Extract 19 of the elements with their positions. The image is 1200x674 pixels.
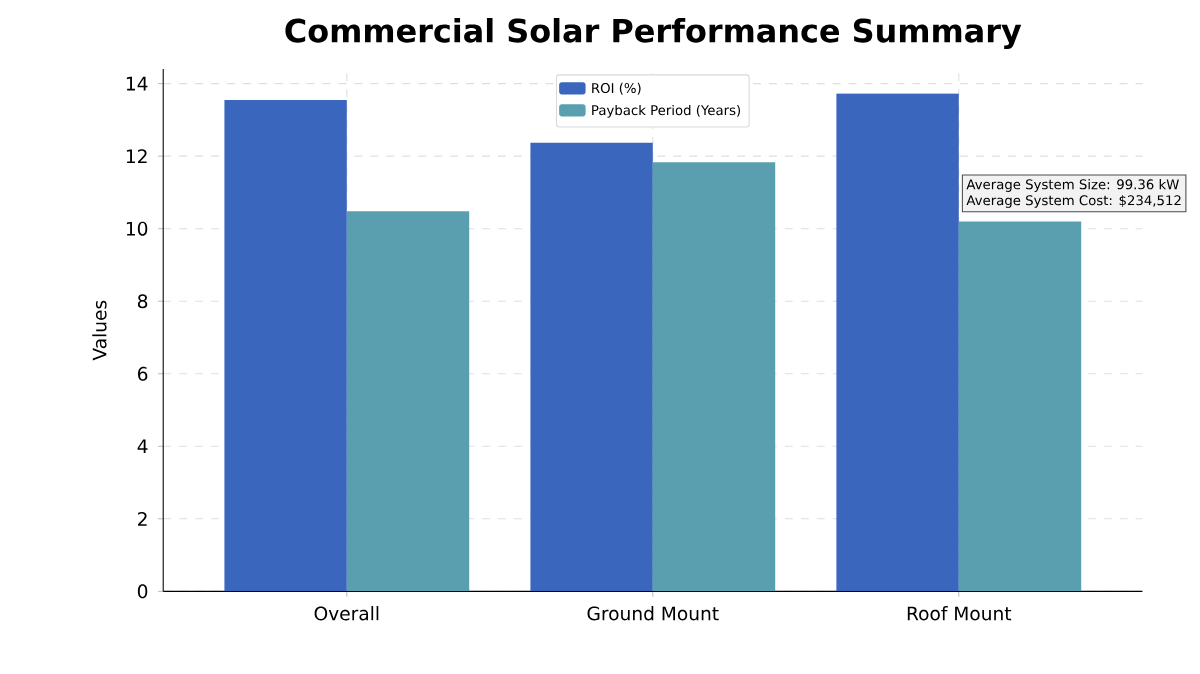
x-tick-label: Overall [314,606,379,621]
chart-title: Commercial Solar Performance Summary [285,18,1022,50]
y-tick-label: 6 [137,366,148,381]
y-tick-label: 4 [137,439,148,454]
bar [346,211,470,592]
y-tick-label: 8 [137,294,148,309]
bar [958,221,1082,592]
y-tick-label: 2 [138,511,147,526]
y-tick-label: 14 [126,76,148,91]
x-tick-label: Roof Mount [907,606,1012,621]
bar [652,162,776,592]
y-axis-title: Values [92,300,107,361]
bar [836,93,959,592]
y-tick-label: 10 [126,221,148,236]
bar [224,99,347,592]
x-tick-label: Ground Mount [587,606,719,621]
y-tick-label: 0 [137,584,148,599]
bar [530,142,653,592]
y-tick-label: 12 [126,149,147,164]
